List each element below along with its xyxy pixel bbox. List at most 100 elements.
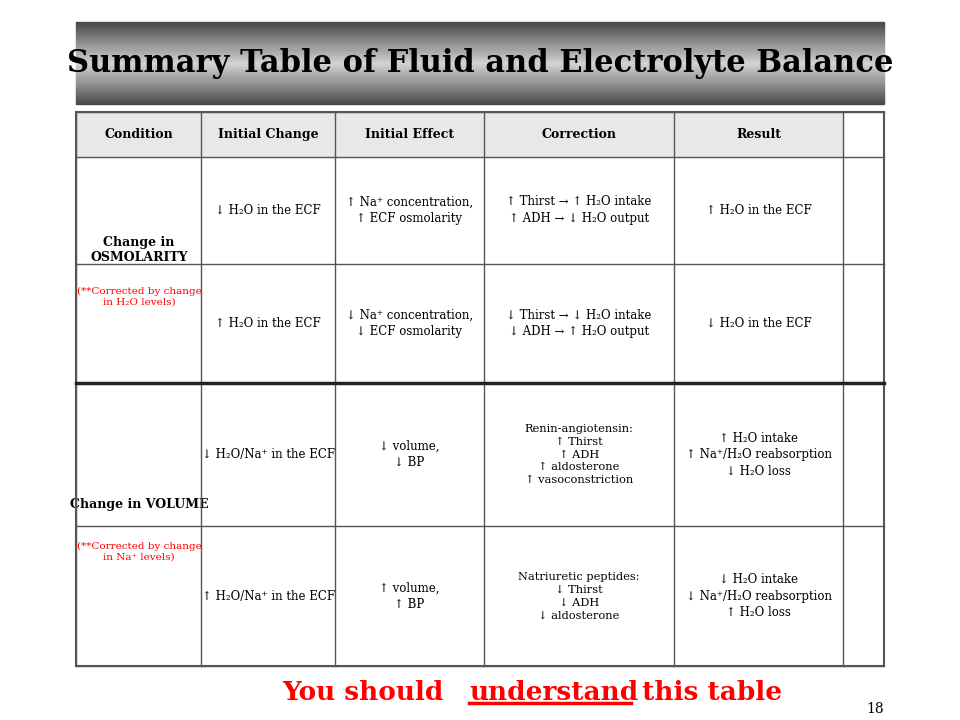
Bar [77, 63, 883, 64]
Bar [77, 74, 883, 76]
Text: Initial Effect: Initial Effect [365, 127, 454, 140]
Bar [77, 84, 883, 85]
Bar [77, 47, 883, 48]
Bar [77, 52, 883, 53]
Text: ↓ volume,
↓ BP: ↓ volume, ↓ BP [379, 440, 440, 469]
Bar [77, 71, 883, 72]
Text: this table: this table [633, 680, 781, 705]
Text: Renin-angiotensin:
↑ Thirst
↑ ADH
↑ aldosterone
↑ vasoconstriction: Renin-angiotensin: ↑ Thirst ↑ ADH ↑ aldo… [524, 424, 634, 485]
Bar [77, 40, 883, 41]
Bar [77, 94, 883, 95]
Text: ↓ H₂O in the ECF: ↓ H₂O in the ECF [215, 204, 321, 217]
Bar [77, 54, 883, 55]
Bar [77, 61, 883, 62]
Text: Initial Change: Initial Change [218, 127, 319, 140]
Bar [77, 48, 883, 50]
Text: ↑ H₂O intake
↑ Na⁺/H₂O reabsorption
↓ H₂O loss: ↑ H₂O intake ↑ Na⁺/H₂O reabsorption ↓ H₂… [685, 431, 831, 477]
Text: ↑ H₂O in the ECF: ↑ H₂O in the ECF [215, 317, 321, 330]
Bar [77, 64, 883, 65]
Text: (**Corrected by change
in H₂O levels): (**Corrected by change in H₂O levels) [77, 287, 202, 307]
Bar [77, 31, 883, 32]
Bar [77, 76, 883, 78]
Bar [77, 80, 883, 81]
Bar [77, 39, 883, 40]
Text: ↑ Na⁺ concentration,
↑ ECF osmolarity: ↑ Na⁺ concentration, ↑ ECF osmolarity [346, 195, 473, 225]
Bar [77, 93, 883, 94]
Bar [77, 60, 883, 61]
Bar [77, 90, 883, 91]
Bar [77, 87, 883, 88]
Bar [77, 91, 883, 92]
Bar [77, 100, 883, 102]
Bar [77, 83, 883, 84]
Bar [77, 102, 883, 104]
Text: ↑ H₂O in the ECF: ↑ H₂O in the ECF [706, 204, 811, 217]
Text: Result: Result [736, 127, 781, 140]
Text: ↓ H₂O intake
↓ Na⁺/H₂O reabsorption
↑ H₂O loss: ↓ H₂O intake ↓ Na⁺/H₂O reabsorption ↑ H₂… [685, 573, 831, 619]
Bar [77, 67, 883, 68]
Bar [484, 112, 674, 157]
Bar [77, 57, 883, 58]
Bar [77, 26, 883, 27]
Bar [77, 73, 883, 74]
Bar [77, 36, 883, 37]
Bar [202, 112, 335, 157]
Bar [77, 35, 883, 36]
Bar [674, 112, 843, 157]
Bar [77, 38, 883, 39]
Text: ↑ volume,
↑ BP: ↑ volume, ↑ BP [379, 582, 440, 611]
Bar [77, 69, 883, 71]
Text: 18: 18 [866, 702, 884, 716]
Bar [77, 85, 883, 86]
Text: ↓ Na⁺ concentration,
↓ ECF osmolarity: ↓ Na⁺ concentration, ↓ ECF osmolarity [346, 308, 473, 338]
Bar [77, 53, 883, 54]
Bar [77, 81, 883, 83]
Text: Summary Table of Fluid and Electrolyte Balance: Summary Table of Fluid and Electrolyte B… [67, 48, 893, 78]
Bar [77, 92, 883, 93]
Bar [77, 65, 883, 66]
Text: ↑ Thirst → ↑ H₂O intake
↑ ADH → ↓ H₂O output: ↑ Thirst → ↑ H₂O intake ↑ ADH → ↓ H₂O ou… [506, 195, 652, 225]
Bar [77, 88, 883, 89]
Bar [77, 58, 883, 59]
Bar [77, 28, 883, 29]
Bar [77, 32, 883, 33]
Bar [77, 95, 883, 96]
Bar [77, 30, 883, 31]
Text: ↓ Thirst → ↓ H₂O intake
↓ ADH → ↑ H₂O output: ↓ Thirst → ↓ H₂O intake ↓ ADH → ↑ H₂O ou… [506, 308, 652, 338]
Text: (**Corrected by change
in Na⁺ levels): (**Corrected by change in Na⁺ levels) [77, 542, 202, 562]
Bar [77, 66, 883, 67]
Bar [77, 24, 883, 26]
Text: Change in
OSMOLARITY: Change in OSMOLARITY [90, 235, 188, 264]
Text: understand: understand [469, 680, 638, 705]
Bar [77, 37, 883, 38]
Bar [77, 78, 883, 80]
Bar [77, 98, 883, 99]
Text: Change in VOLUME: Change in VOLUME [70, 498, 208, 510]
Bar [77, 22, 883, 24]
Bar [77, 112, 202, 157]
Text: You should: You should [282, 680, 453, 705]
Bar [77, 112, 883, 666]
Bar [335, 112, 484, 157]
Bar [77, 34, 883, 35]
Bar [77, 41, 883, 42]
Bar [77, 72, 883, 73]
Text: ↑ H₂O/Na⁺ in the ECF: ↑ H₂O/Na⁺ in the ECF [202, 590, 335, 603]
Bar [77, 89, 883, 90]
Bar [77, 99, 883, 100]
Bar [77, 55, 883, 57]
Bar [77, 50, 883, 52]
Bar [77, 27, 883, 28]
Text: Condition: Condition [105, 127, 174, 140]
Bar [77, 62, 883, 63]
Bar [77, 86, 883, 87]
Bar [77, 29, 883, 30]
Text: Natriuretic peptides:
↓ Thirst
↓ ADH
↓ aldosterone: Natriuretic peptides: ↓ Thirst ↓ ADH ↓ a… [518, 572, 639, 621]
Text: ↓ H₂O in the ECF: ↓ H₂O in the ECF [706, 317, 811, 330]
Bar [77, 96, 883, 97]
Text: ↓ H₂O/Na⁺ in the ECF: ↓ H₂O/Na⁺ in the ECF [202, 448, 335, 461]
Text: Correction: Correction [541, 127, 616, 140]
Bar [77, 59, 883, 60]
Bar [77, 45, 883, 46]
Bar [77, 68, 883, 69]
